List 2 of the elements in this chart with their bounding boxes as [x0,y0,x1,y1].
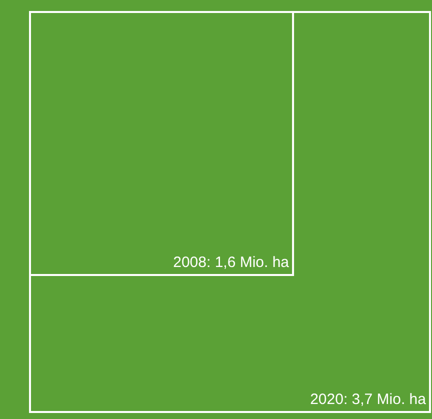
data-label: 2020: 3,7 Mio. ha [310,391,427,408]
data-label: 2008: 1,6 Mio. ha [173,254,290,272]
